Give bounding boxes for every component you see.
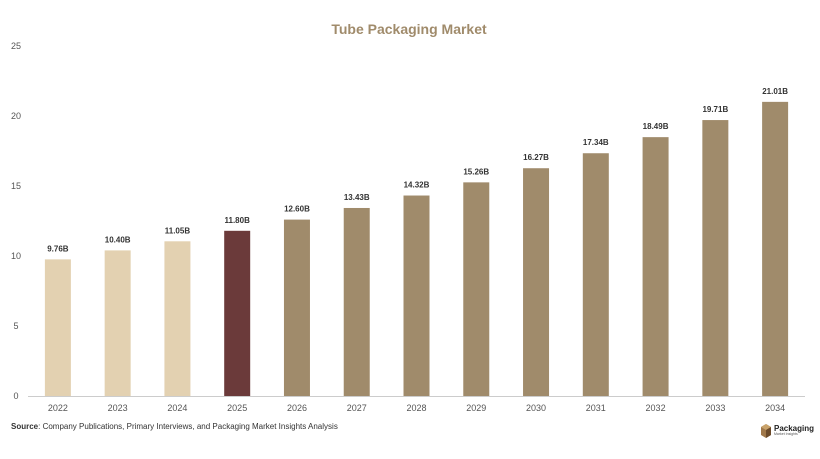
bar-2028 [403,195,430,396]
data-label: 11.05B [165,226,191,235]
y-tick-label: 5 [13,321,18,331]
y-tick-label: 15 [11,181,21,191]
data-label: 16.27B [523,153,549,162]
source-label: Source [11,422,39,431]
x-tick-label: 2023 [108,403,128,413]
data-label: 15.26B [463,167,489,176]
box-icon [761,424,771,438]
logo-name: Packaging [774,424,815,434]
data-label: 19.71B [702,105,728,114]
y-tick-label: 20 [11,111,21,121]
data-label: 10.40B [105,235,131,244]
data-label: 18.49B [643,122,669,131]
y-tick-label: 10 [11,251,21,261]
x-tick-label: 2028 [406,403,426,413]
data-label: 14.32B [404,181,430,190]
bar-2034 [762,101,789,397]
chart-title: Tube Packaging Market [331,21,487,37]
bars-group: 9.76B 10.40B 11.05B 11.80B 12.60B 13.43B 14.32… [44,87,789,397]
data-label: 17.34B [583,138,609,147]
bar-2027 [343,207,370,396]
data-label: 11.80B [225,216,251,225]
x-tick-label: 2022 [48,403,68,413]
bar-2030 [523,168,550,396]
x-tick-label: 2031 [586,403,606,413]
x-tick-label: 2026 [287,403,307,413]
data-label: 21.01B [762,87,788,96]
bar-2029 [463,182,490,396]
bar-2024 [164,241,191,396]
source-text: : Company Publications, Primary Intervie… [38,422,338,431]
x-tick-label: 2032 [646,403,666,413]
logo-tagline: Market Insights [774,432,798,437]
bar-2023 [104,250,131,396]
data-label: 9.76B [47,244,69,253]
data-label: 13.43B [344,193,370,202]
x-axis: 2022 2023 2024 2025 2026 2027 2028 2029 2030 2031… [28,396,805,413]
source-note: Source: Company Publications, Primary In… [11,422,338,431]
y-tick-label: 25 [11,41,21,51]
bar-2032 [642,137,669,396]
brand-logo: Packaging Market Insights [761,421,817,441]
x-tick-label: 2024 [167,403,187,413]
bar-2026 [283,219,310,396]
y-tick-label: 0 [13,391,18,401]
x-tick-label: 2033 [705,403,725,413]
bar-2031 [582,153,609,396]
bar-2025 [224,230,251,396]
x-tick-label: 2027 [347,403,367,413]
x-tick-label: 2030 [526,403,546,413]
x-tick-label: 2025 [227,403,247,413]
data-label: 12.60B [284,205,310,214]
bar-2022 [44,259,71,396]
x-tick-label: 2029 [466,403,486,413]
bar-2033 [702,120,729,396]
x-tick-label: 2034 [765,403,785,413]
y-axis: 0 5 10 15 20 25 [11,41,21,401]
